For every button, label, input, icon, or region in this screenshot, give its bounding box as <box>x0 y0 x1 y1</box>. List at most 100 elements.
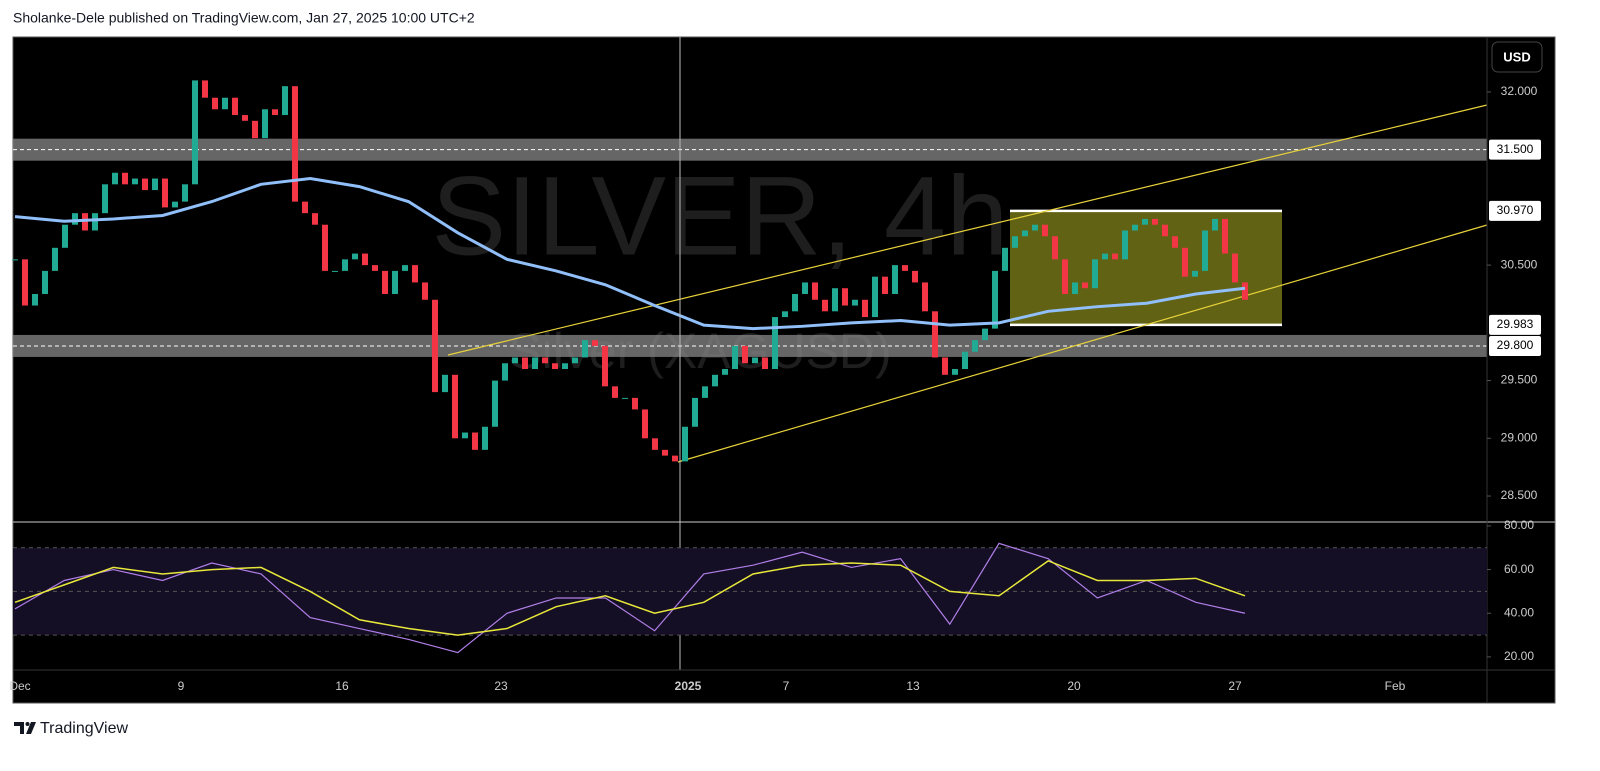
candle <box>1132 224 1138 231</box>
candle <box>182 184 188 202</box>
x-tick-label: 23 <box>494 679 508 693</box>
candle <box>1002 247 1008 271</box>
candle <box>522 357 528 370</box>
candle <box>482 426 488 450</box>
candle <box>992 270 998 329</box>
rsi-tick-label: 60.00 <box>1504 562 1534 576</box>
candle <box>1232 253 1238 283</box>
candle <box>362 253 368 266</box>
moving-average <box>14 177 1246 331</box>
candle <box>142 178 148 191</box>
candle <box>762 357 768 370</box>
candle <box>372 265 378 271</box>
level-label: 30.970 <box>1497 203 1534 217</box>
candle <box>502 363 508 381</box>
candle <box>1242 282 1248 300</box>
rsi-tick-label: 80.00 <box>1504 518 1534 532</box>
x-tick-label: Feb <box>1385 679 1406 693</box>
candle <box>282 86 288 116</box>
currency-button[interactable] <box>1491 41 1543 73</box>
candle <box>222 97 228 110</box>
candle <box>602 345 608 387</box>
candle <box>512 357 518 364</box>
candle <box>892 265 898 294</box>
candle <box>1012 236 1018 248</box>
candle <box>112 172 118 185</box>
candle <box>62 224 68 248</box>
candle <box>912 270 918 283</box>
rsi-line <box>14 542 1246 654</box>
candle <box>212 97 218 110</box>
candle <box>1212 218 1218 231</box>
candle <box>792 293 798 312</box>
x-tick-label: 2025 <box>675 679 702 693</box>
candle <box>242 115 248 121</box>
candle <box>102 184 108 214</box>
candle <box>662 449 668 456</box>
channel-line <box>447 104 1488 356</box>
y-tick-label: 30.500 <box>1501 257 1538 271</box>
candle <box>842 288 848 306</box>
x-tick-label: Dec <box>9 679 30 693</box>
candle <box>292 86 298 202</box>
candle <box>232 97 238 116</box>
candle <box>402 265 408 271</box>
level-label-box <box>1489 335 1541 356</box>
candle <box>862 299 868 318</box>
candle <box>412 265 418 283</box>
candle <box>92 213 98 231</box>
candle <box>882 276 888 294</box>
candle <box>32 293 38 306</box>
candle <box>122 172 128 185</box>
candle <box>852 299 858 306</box>
candle <box>1142 218 1148 225</box>
channel-line <box>677 224 1488 463</box>
candle <box>722 369 728 375</box>
candle <box>1032 224 1038 231</box>
candle <box>342 259 348 271</box>
candle <box>312 213 318 225</box>
candle <box>192 80 198 185</box>
candle <box>572 357 578 364</box>
candle <box>772 317 778 370</box>
candle <box>1122 230 1128 260</box>
candle <box>52 247 58 271</box>
candle <box>732 345 738 370</box>
candle <box>822 299 828 312</box>
candle <box>1162 224 1168 237</box>
candle <box>672 455 678 462</box>
candle <box>1112 253 1118 260</box>
candle <box>632 397 638 410</box>
candle <box>1072 282 1078 294</box>
level-label: 31.500 <box>1497 142 1534 156</box>
candle <box>982 328 988 341</box>
candle <box>552 363 558 370</box>
candle <box>752 357 758 364</box>
candle <box>802 282 808 294</box>
currency[interactable]: USD <box>1503 49 1530 64</box>
candle <box>942 357 948 375</box>
candle <box>252 120 258 139</box>
candle <box>1092 259 1098 289</box>
candle <box>592 340 598 346</box>
candle <box>322 224 328 271</box>
candle <box>422 282 428 300</box>
candle <box>1182 247 1188 277</box>
candle <box>812 282 818 300</box>
candle <box>612 386 618 398</box>
candle <box>22 259 28 306</box>
candle <box>972 340 978 352</box>
level-label-box <box>1489 314 1541 335</box>
rsi-tick-label: 20.00 <box>1504 649 1534 663</box>
candle <box>622 397 628 399</box>
candle <box>702 386 708 398</box>
candle <box>12 259 18 261</box>
candle <box>332 270 338 272</box>
x-tick-label: 27 <box>1228 679 1242 693</box>
candle <box>582 340 588 358</box>
candle <box>1062 259 1068 294</box>
logo-icon <box>14 722 36 734</box>
candle <box>652 438 658 450</box>
